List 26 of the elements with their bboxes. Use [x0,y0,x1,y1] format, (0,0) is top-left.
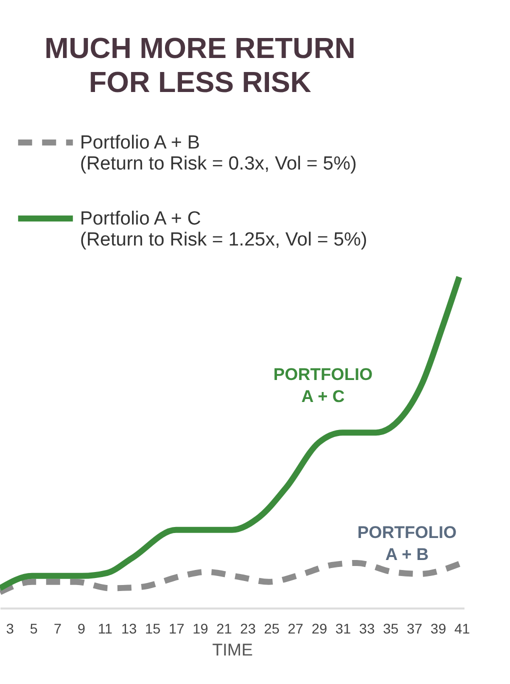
x-tick-label: 31 [335,620,352,636]
x-tick-label: 3 [6,620,14,636]
x-tick-label: 5 [30,620,38,636]
legend-label: Portfolio A + C (Return to Risk = 1.25x, Vol = 5%) [80,208,368,250]
x-tick-label: 7 [54,620,62,636]
x-tick-label: 39 [430,620,446,636]
x-tick-label: 35 [382,620,399,636]
x-tick-label: 21 [216,620,232,636]
x-tick-label: 41 [454,620,470,636]
x-tick-label: 37 [406,620,423,636]
annotation: PORTFOLIO A + B [357,523,457,564]
x-tick-label: 29 [312,620,328,636]
chart-title: MUCH MORE RETURN FOR LESS RISK [44,33,356,99]
x-tick-label: 11 [98,620,113,636]
legend-label: Portfolio A + B (Return to Risk = 0.3x, Vol = 5%) [80,132,357,174]
x-tick-label: 23 [240,620,256,636]
x-tick-label: 25 [264,620,280,636]
x-tick-label: 15 [145,620,161,636]
x-tick-label: 19 [192,620,208,636]
x-tick-label: 9 [78,620,86,636]
annotation: PORTFOLIO A + C [273,365,373,406]
x-tick-label: 13 [121,620,137,636]
x-axis-title: TIME [212,640,253,660]
x-tick-label: 33 [359,620,375,636]
x-tick-label: 27 [288,620,304,636]
x-tick-label: 17 [168,620,185,636]
